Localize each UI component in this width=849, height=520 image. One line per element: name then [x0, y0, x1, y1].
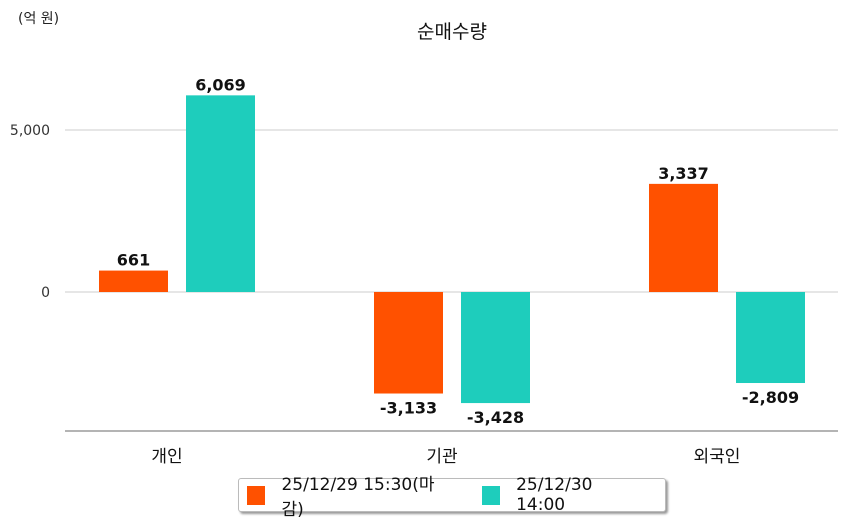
- y-tick-label: 0: [41, 285, 50, 301]
- legend-item-1[interactable]: 25/12/30 14:00: [481, 475, 643, 515]
- legend-label: 25/12/29 15:30(마감): [281, 475, 435, 520]
- data-label: -3,133: [380, 399, 437, 418]
- y-tick-label: 5,000: [10, 123, 50, 139]
- legend-label: 25/12/30 14:00: [516, 475, 593, 515]
- data-label: -2,809: [742, 388, 799, 407]
- chart-title: 순매수량: [417, 21, 487, 43]
- legend: 25/12/29 15:30(마감) 25/12/30 14:00: [238, 475, 666, 520]
- bar[interactable]: [186, 95, 255, 292]
- bar[interactable]: [736, 291, 805, 384]
- data-label: 3,337: [658, 164, 709, 183]
- x-tick-label: 외국인: [694, 447, 741, 467]
- data-label: 661: [117, 251, 150, 270]
- bar[interactable]: [649, 183, 718, 292]
- legend-swatch: [247, 485, 266, 505]
- legend-swatch: [481, 485, 501, 505]
- unit-label: (억 원): [18, 11, 59, 27]
- bar[interactable]: [99, 270, 168, 292]
- x-tick-label: 기관: [426, 447, 457, 467]
- legend-item-0[interactable]: 25/12/29 15:30(마감): [247, 470, 452, 520]
- x-tick-label: 개인: [151, 447, 182, 467]
- data-label: 6,069: [195, 75, 246, 94]
- bar[interactable]: [461, 291, 530, 404]
- bar[interactable]: [374, 291, 443, 394]
- data-label: -3,428: [467, 408, 524, 427]
